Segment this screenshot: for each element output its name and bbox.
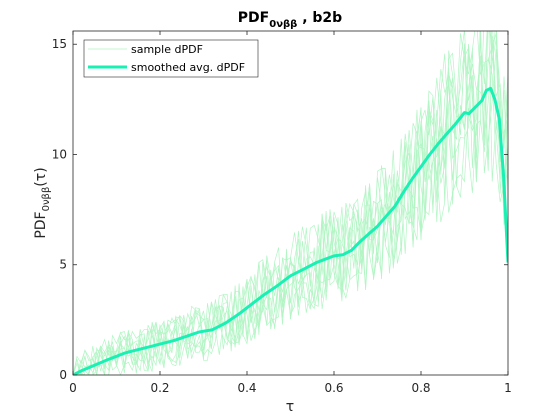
legend: sample dPDF smoothed avg. dPDF — [83, 39, 259, 78]
x-tick-label: 1 — [504, 381, 512, 395]
y-tick-label: 10 — [52, 147, 67, 161]
smoothed-avg-dpdf-line — [73, 86, 508, 375]
smoothed-curve-group — [73, 86, 508, 375]
x-axis-label: τ — [286, 399, 294, 415]
y-tick-label: 0 — [59, 368, 67, 382]
sample-dpdf-line — [73, 31, 508, 375]
legend-sample-label: sample dPDF — [131, 43, 203, 56]
x-tick-label: 0 — [69, 381, 77, 395]
sample-curves — [73, 31, 508, 375]
legend-box — [83, 39, 259, 78]
y-axis-label: PDF0νββ(τ) — [33, 167, 52, 238]
x-tick-label: 0.8 — [411, 381, 430, 395]
x-axis-ticks: 0 0.2 0.4 0.6 0.8 1 — [69, 31, 512, 395]
x-tick-label: 0.4 — [237, 381, 256, 395]
y-axis-ticks: 0 5 10 15 — [52, 37, 508, 382]
sample-dpdf-line — [73, 31, 508, 375]
x-tick-label: 0.2 — [150, 381, 169, 395]
x-tick-label: 0.6 — [324, 381, 343, 395]
y-tick-label: 5 — [59, 258, 67, 272]
chart-title: PDF0νββ , b2b — [238, 10, 342, 30]
legend-smoothed-label: smoothed avg. dPDF — [131, 61, 245, 74]
axes-box — [72, 30, 509, 376]
sample-dpdf-line — [73, 33, 508, 375]
y-tick-label: 15 — [52, 37, 67, 51]
